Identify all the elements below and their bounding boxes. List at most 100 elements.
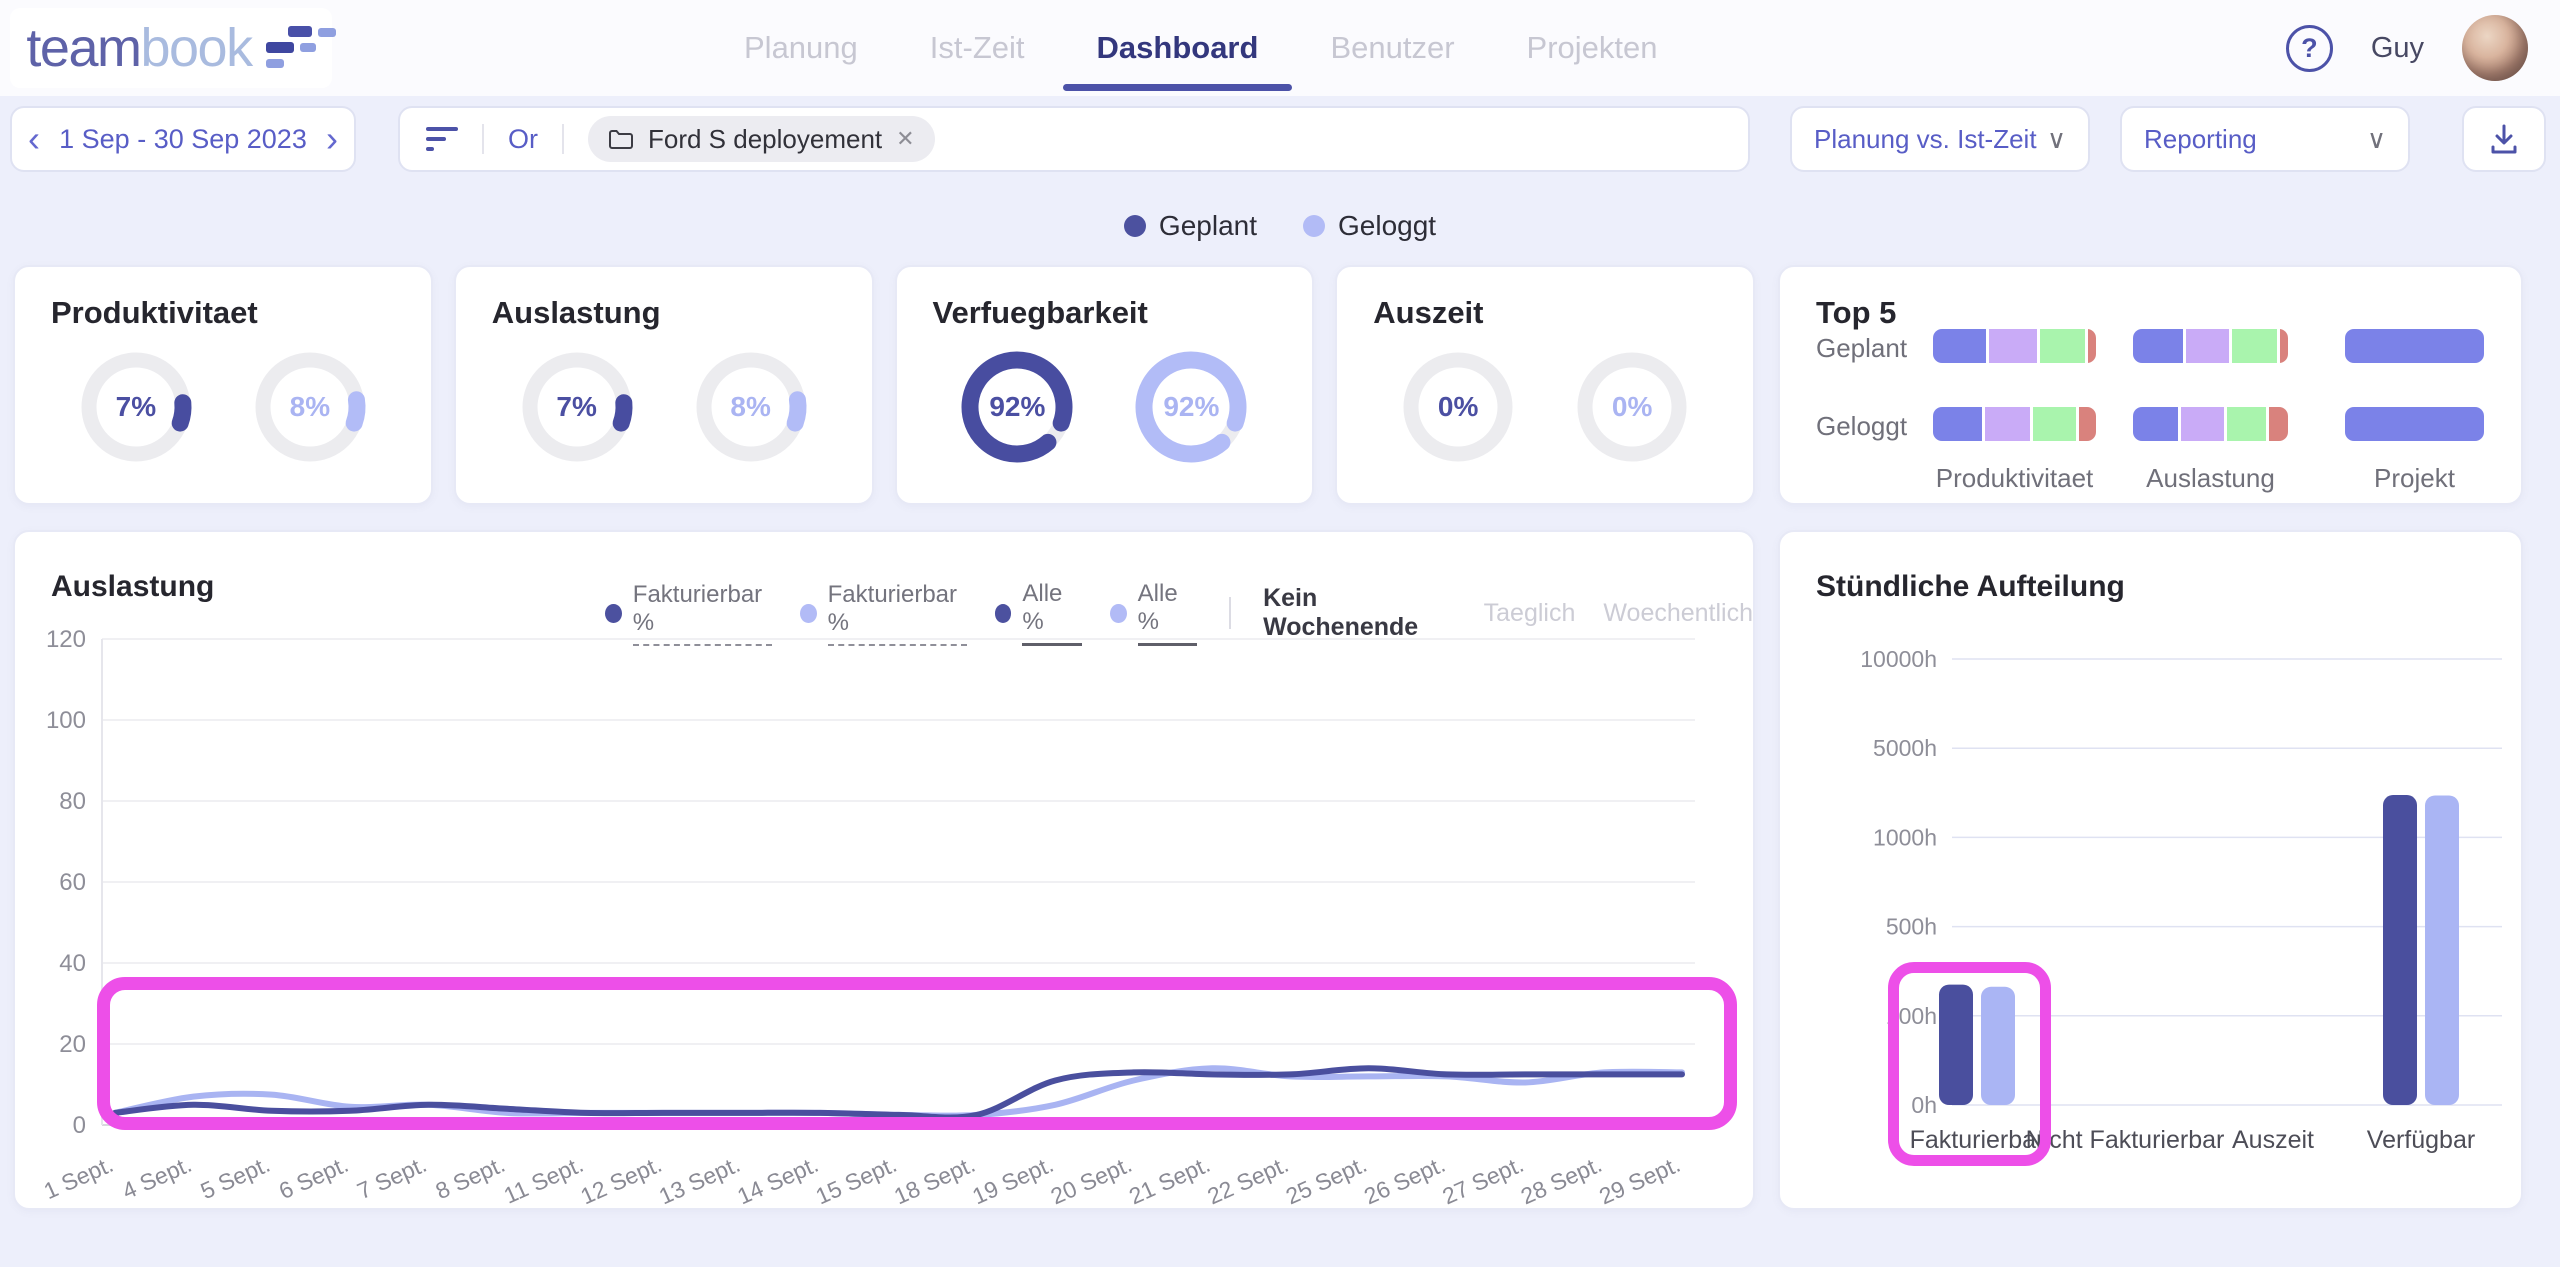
donut-value: 92%: [989, 391, 1046, 422]
top5-bar-segment: [2269, 407, 2288, 441]
x-axis-label: 13 Sept.: [655, 1151, 744, 1210]
x-axis-label: 27 Sept.: [1438, 1151, 1527, 1210]
auslastung-chart-card: Auslastung Fakturierbar % Fakturierbar % A…: [13, 530, 1755, 1210]
legend-label: Geplant: [1158, 210, 1257, 241]
report-select[interactable]: Reporting ∨: [2120, 106, 2410, 172]
legend-item-geloggt: Geloggt: [1303, 210, 1436, 242]
logo-text: teambook: [26, 17, 253, 79]
x-axis-label: 25 Sept.: [1282, 1151, 1371, 1210]
line-legend-item[interactable]: Fakturierbar %: [605, 581, 772, 646]
filter-search-bar[interactable]: Or Ford S deployement ✕: [398, 106, 1750, 172]
y-axis-label: 100h: [1886, 1003, 1937, 1029]
donut-ring: 92%: [951, 341, 1083, 473]
donut-value: 8%: [289, 391, 331, 422]
y-axis-label: 120: [46, 626, 86, 653]
line-legend-item[interactable]: Fakturierbar %: [799, 581, 967, 646]
kpi-card-verfuegbarkeit: Verfuegbarkeit 92% 92%: [894, 265, 1315, 505]
mode-kein-wochenende[interactable]: Kein Wochenende: [1263, 584, 1419, 641]
donut-ring: 92%: [1125, 341, 1257, 473]
logo-book-text: book: [140, 18, 253, 78]
top5-stacked-bar: [1933, 329, 2096, 363]
top5-row-label: Geloggt: [1816, 411, 1908, 441]
top5-card: Top 5 Geplant Geloggt Produktivitaet Auslas…: [1778, 265, 2523, 505]
top5-bar-segment: [2088, 329, 2096, 363]
kpi-card-title: Verfuegbarkeit: [932, 295, 1148, 330]
top5-bar-segment: [2032, 407, 2077, 441]
date-range-label[interactable]: 1 Sep - 30 Sep 2023: [59, 123, 307, 154]
logo-team-text: team: [26, 18, 142, 78]
chevron-down-icon: ∨: [2046, 123, 2066, 154]
mode-taeglich[interactable]: Taeglich: [1483, 598, 1576, 627]
project-filter-chip[interactable]: Ford S deployement ✕: [588, 116, 935, 162]
tab-ist-zeit[interactable]: Ist-Zeit: [929, 30, 1025, 65]
top5-bar-segment: [2133, 329, 2183, 363]
x-axis-label: 7 Sept.: [353, 1151, 430, 1204]
line-legend-label: Alle %: [1137, 580, 1198, 646]
chevron-left-icon[interactable]: ‹: [28, 118, 40, 159]
stundliche-title: Stündliche Aufteilung: [1816, 570, 2125, 603]
auslastung-line-chart: 0 20 40 60 80 100 120 1 Sept. 4 Sept. 5 Sept. 6 Se…: [40, 626, 1695, 1210]
top5-bar-segment: [1933, 329, 1987, 363]
y-axis-label: 10000h: [1860, 646, 1937, 672]
x-axis-label: 1 Sept.: [40, 1151, 117, 1204]
y-axis-label: 40: [59, 950, 86, 977]
x-axis-label: 21 Sept.: [1125, 1151, 1214, 1210]
auslastung-chart-title: Auslastung: [51, 570, 215, 603]
top5-group-label: Produktivitaet: [1935, 463, 2094, 493]
filter-operator[interactable]: Or: [508, 123, 538, 154]
navbar: teambook Planung Ist-Zeit Dashboard Benutze…: [0, 0, 2560, 96]
teambook-logo[interactable]: teambook: [10, 8, 336, 88]
top5-title: Top 5: [1816, 295, 1897, 330]
bar-category-label: Nicht Fakturierbar: [2026, 1126, 2225, 1154]
top5-bar-segment: [2226, 407, 2267, 441]
user-avatar[interactable]: [2462, 15, 2528, 81]
kpi-card-produktivitaet: Produktivitaet 7% 8%: [13, 265, 433, 505]
divider: [562, 124, 564, 154]
report-select-value: Reporting: [2144, 123, 2257, 154]
tab-planung[interactable]: Planung: [744, 30, 858, 65]
tab-dashboard[interactable]: Dashboard: [1062, 0, 1293, 96]
bar-verfügbar-geloggt: [2425, 795, 2459, 1105]
date-range-picker[interactable]: ‹ 1 Sep - 30 Sep 2023 ›: [10, 106, 356, 172]
top5-bar-segment: [2232, 329, 2278, 363]
help-icon[interactable]: ?: [2285, 24, 2333, 72]
mode-woechentlich[interactable]: Woechentlich: [1603, 598, 1754, 627]
line-legend-item[interactable]: Alle %: [994, 580, 1083, 646]
top5-bar-segment: [1989, 329, 2037, 363]
tab-benutzer[interactable]: Benutzer: [1330, 30, 1455, 65]
kpi-rings: 0% 0%: [1337, 341, 1753, 473]
view-select[interactable]: Planung vs. Ist-Zeit ∨: [1790, 106, 2090, 172]
donut-value: 7%: [115, 391, 157, 422]
global-legend: Geplant Geloggt: [0, 210, 2560, 242]
top5-bar-segment: [2133, 407, 2179, 441]
download-icon: [2491, 124, 2517, 154]
line-legend-label: Alle %: [1022, 580, 1083, 646]
y-axis-label: 0: [73, 1112, 86, 1139]
line-legend-item[interactable]: Alle %: [1110, 580, 1198, 646]
tab-projekten[interactable]: Projekten: [1526, 30, 1658, 65]
donut-ring: 8%: [685, 341, 817, 473]
top5-bar-segment: [2345, 407, 2484, 441]
divider: [1229, 597, 1232, 629]
donut-ring: 7%: [511, 341, 643, 473]
filter-icon[interactable]: [426, 127, 458, 151]
chevron-right-icon[interactable]: ›: [325, 118, 338, 159]
legend-dot: [1123, 215, 1146, 237]
stundliche-aufteilung-card: Stündliche Aufteilung 0h 100h 500h 1000h 500…: [1778, 530, 2523, 1210]
bar-category-label: Verfügbar: [2367, 1126, 2475, 1154]
close-icon[interactable]: ✕: [896, 126, 915, 151]
nav-right: ? Guy: [2285, 0, 2528, 96]
top5-stacked-bar: [2345, 329, 2484, 363]
x-axis-label: 19 Sept.: [968, 1151, 1057, 1210]
x-axis-label: 22 Sept.: [1203, 1151, 1292, 1210]
kpi-card-title: Auslastung: [491, 295, 661, 330]
download-button[interactable]: [2462, 106, 2546, 172]
kpi-rings: 7% 8%: [15, 341, 431, 473]
kpi-rings: 92% 92%: [897, 341, 1313, 473]
donut-ring: 8%: [244, 341, 376, 473]
donut-value: 0%: [1437, 391, 1479, 422]
filter-row: ‹ 1 Sep - 30 Sep 2023 › Or Ford S deploy…: [10, 106, 2546, 172]
top5-bar-segment: [2280, 329, 2288, 363]
y-axis-label: 0h: [1911, 1092, 1937, 1118]
main-nav-tabs: Planung Ist-Zeit Dashboard Benutzer Projekte…: [740, 0, 1661, 96]
